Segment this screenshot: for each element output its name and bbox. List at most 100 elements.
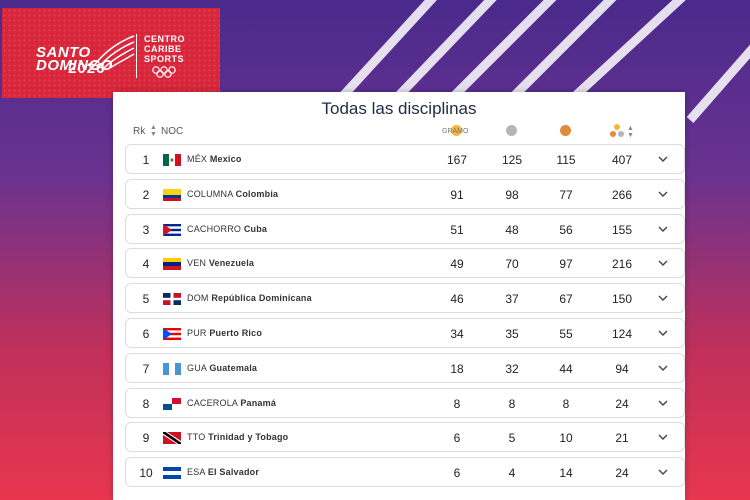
total-sort-icon[interactable]: ▲ ▼ — [627, 125, 634, 139]
row-rank: 3 — [142, 222, 150, 237]
panel-title: Todas las disciplinas — [321, 99, 477, 118]
silver-count: 48 — [505, 222, 519, 237]
bronze-count: 56 — [559, 222, 573, 237]
country-flag-icon — [163, 467, 181, 480]
row-rank: 7 — [142, 361, 150, 376]
row-rank: 2 — [142, 187, 150, 202]
wing-emblem-icon — [91, 35, 135, 69]
chevron-down-icon[interactable] — [656, 396, 670, 410]
country-flag-icon — [163, 362, 181, 375]
silver-count: 37 — [505, 292, 519, 307]
chevron-down-icon[interactable] — [656, 152, 670, 166]
table-row[interactable]: 6 PUR Puerto Rico 34 35 55 124 — [125, 318, 685, 348]
rank-sort-icon[interactable]: ▲ ▼ — [150, 124, 157, 138]
country-flag-icon — [163, 154, 181, 166]
logo-city: SANTO DOMINGO — [36, 44, 113, 74]
country-label: CACHORRO Cuba — [187, 223, 268, 234]
gold-count: 51 — [450, 222, 464, 237]
chevron-down-icon[interactable] — [656, 326, 670, 340]
country-label: PUR Puerto Rico — [187, 328, 263, 338]
gold-count: 18 — [450, 361, 464, 376]
bronze-count: 10 — [559, 431, 573, 446]
row-rank: 10 — [139, 466, 153, 481]
silver-count: 98 — [505, 187, 519, 202]
table-row[interactable]: 3 CACHORRO Cuba 51 48 56 155 — [125, 213, 685, 244]
total-count: 24 — [615, 466, 629, 481]
table-row[interactable]: 1 MÉX Mexico 167 125 115 407 — [125, 144, 685, 174]
table-row[interactable]: 9 TTO Trinidad y Tobago 6 5 10 21 — [125, 422, 685, 453]
row-rank: 6 — [142, 327, 150, 341]
total-count: 94 — [615, 361, 629, 376]
country-label: VEN Venezuela — [187, 258, 255, 269]
country-label: GUA Guatemala — [187, 362, 258, 373]
total-count: 407 — [611, 153, 633, 167]
chevron-down-icon[interactable] — [656, 187, 670, 201]
bronze-count: 97 — [559, 257, 573, 272]
medals-total-icon[interactable] — [610, 124, 624, 138]
gold-count: 167 — [446, 153, 468, 167]
silver-count: 35 — [505, 327, 519, 341]
gold-count: 49 — [450, 257, 464, 272]
row-rank: 5 — [142, 292, 150, 307]
silver-count: 8 — [508, 396, 516, 411]
country-label: MÉX Mexico — [187, 154, 242, 164]
table-row[interactable]: 4 VEN Venezuela 49 70 97 216 — [125, 248, 685, 279]
bronze-count: 8 — [562, 396, 570, 411]
country-flag-icon — [163, 432, 181, 445]
table-row[interactable]: 2 COLUMNA Colombia 91 98 77 266 — [125, 178, 685, 209]
event-logo: SANTO DOMINGO 2026 CENTRO CARIBE SPORTS — [2, 8, 220, 98]
row-rank: 9 — [142, 431, 150, 446]
table-row[interactable]: 7 GUA Guatemala 18 32 44 94 — [125, 352, 685, 383]
silver-count: 70 — [505, 257, 519, 272]
row-rank: 1 — [142, 153, 150, 167]
total-count: 216 — [611, 257, 633, 272]
total-count: 266 — [611, 187, 633, 202]
row-rank: 8 — [142, 396, 150, 411]
silver-count: 32 — [505, 361, 519, 376]
chevron-down-icon[interactable] — [656, 361, 670, 375]
medal-table-panel: Todas las disciplinas Rk ▲ ▼ NOC GRAMO ▲ ▼… — [113, 92, 685, 500]
chevron-down-icon[interactable] — [656, 430, 670, 444]
chevron-down-icon[interactable] — [656, 222, 670, 236]
country-flag-icon — [163, 397, 181, 410]
table-row[interactable]: 5 DOM República Dominicana 46 37 67 150 — [125, 283, 685, 314]
total-count: 21 — [615, 431, 629, 446]
country-label: CACEROLA Panamá — [187, 397, 277, 408]
silver-count: 4 — [508, 466, 516, 481]
silver-count: 125 — [501, 153, 523, 167]
bronze-count: 67 — [559, 292, 573, 307]
gold-medal-icon[interactable] — [451, 125, 462, 136]
country-label: TTO Trinidad y Tobago — [187, 432, 289, 443]
country-flag-icon — [163, 328, 181, 340]
olympic-rings-icon — [152, 66, 176, 78]
gold-count: 8 — [453, 396, 461, 411]
total-count: 24 — [615, 396, 629, 411]
bronze-count: 55 — [559, 327, 573, 341]
logo-year: 2026 — [68, 60, 106, 77]
bronze-count: 115 — [556, 153, 576, 167]
table-row[interactable]: 8 CACEROLA Panamá 8 8 8 24 — [125, 387, 685, 418]
total-count: 155 — [611, 222, 633, 237]
country-flag-icon — [163, 223, 181, 236]
table-header: Rk ▲ ▼ NOC GRAMO ▲ ▼ — [113, 122, 685, 144]
gold-count: 6 — [453, 431, 461, 446]
logo-divider — [136, 34, 137, 78]
chevron-down-icon[interactable] — [656, 465, 670, 479]
logo-organization: CENTRO CARIBE SPORTS — [144, 34, 185, 64]
table-row[interactable]: 10 ESA El Salvador 6 4 14 24 — [125, 457, 685, 488]
gold-column-label: GRAMO — [442, 128, 469, 135]
silver-medal-icon[interactable] — [506, 125, 517, 136]
gold-count: 6 — [453, 466, 461, 481]
gold-count: 34 — [450, 327, 464, 341]
country-flag-icon — [163, 258, 181, 271]
country-flag-icon — [163, 293, 181, 306]
rank-column-header[interactable]: Rk — [133, 126, 146, 137]
country-flag-icon — [163, 188, 181, 201]
chevron-down-icon[interactable] — [656, 256, 670, 270]
row-rank: 4 — [142, 257, 150, 272]
bronze-count: 14 — [559, 466, 573, 481]
bronze-medal-icon[interactable] — [560, 125, 571, 136]
chevron-down-icon[interactable] — [656, 291, 670, 305]
silver-count: 5 — [508, 431, 516, 446]
